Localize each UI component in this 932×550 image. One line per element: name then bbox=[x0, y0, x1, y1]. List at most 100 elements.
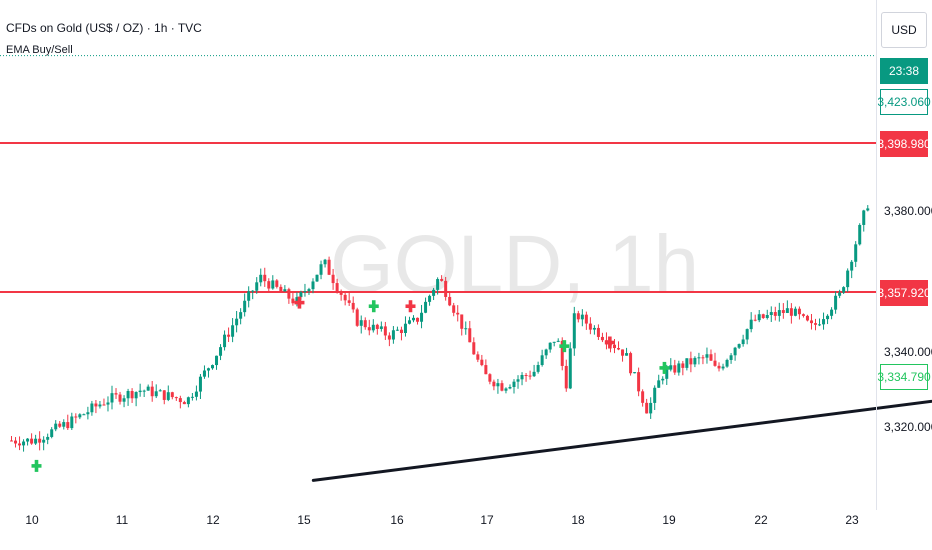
candle-body bbox=[544, 349, 548, 356]
price-tick-3320: 3,320.000 bbox=[884, 420, 932, 434]
symbol-title[interactable]: CFDs on Gold (US$ / OZ) · 1h · TVC bbox=[6, 21, 202, 35]
candle-body bbox=[327, 259, 331, 275]
support-trendline bbox=[311, 399, 932, 482]
candle-body bbox=[592, 327, 596, 330]
candle-body bbox=[307, 289, 311, 292]
candle-body bbox=[30, 438, 34, 444]
candle-body bbox=[275, 280, 279, 287]
candle-body bbox=[564, 365, 568, 389]
candle-body bbox=[701, 357, 705, 359]
candle-body bbox=[420, 312, 424, 322]
candle-body bbox=[540, 355, 544, 366]
candle-body bbox=[46, 436, 50, 440]
candle-body bbox=[243, 300, 247, 313]
candlestick-series bbox=[10, 205, 870, 452]
candle-body bbox=[629, 353, 633, 374]
candle-body bbox=[725, 359, 729, 367]
candle-body bbox=[653, 387, 657, 403]
candle-body bbox=[693, 357, 697, 365]
candle-body bbox=[858, 224, 862, 245]
candle-body bbox=[359, 320, 363, 326]
candle-body bbox=[689, 358, 693, 365]
candle-body bbox=[150, 386, 154, 397]
candle-body bbox=[516, 379, 520, 382]
candle-body bbox=[186, 397, 190, 405]
candle-body bbox=[846, 270, 850, 288]
candle-body bbox=[22, 441, 26, 446]
candle-body bbox=[375, 324, 379, 329]
candle-body bbox=[339, 291, 343, 295]
candle-body bbox=[673, 365, 677, 373]
ema-signals bbox=[31, 296, 670, 472]
candle-body bbox=[584, 314, 588, 324]
candle-body bbox=[801, 314, 805, 316]
candle-body bbox=[781, 310, 785, 313]
candle-body bbox=[110, 393, 114, 403]
candle-body bbox=[26, 438, 30, 442]
candle-body bbox=[657, 380, 661, 388]
trendlines[interactable] bbox=[311, 190, 932, 482]
price-tick-3340: 3,340.000 bbox=[884, 345, 932, 359]
buy-signal-marker bbox=[31, 464, 42, 468]
candle-body bbox=[194, 391, 198, 397]
candle-body bbox=[182, 402, 186, 405]
candle-body bbox=[311, 281, 315, 290]
candle-body bbox=[830, 309, 834, 316]
candle-body bbox=[118, 394, 122, 402]
candle-body bbox=[114, 393, 118, 395]
candle-body bbox=[733, 347, 737, 356]
candle-body bbox=[552, 341, 556, 343]
candle-body bbox=[287, 289, 291, 299]
candle-body bbox=[379, 326, 383, 329]
candle-body bbox=[645, 402, 649, 414]
time-tick-18: 18 bbox=[571, 513, 585, 527]
candle-body bbox=[789, 308, 793, 316]
candle-body bbox=[444, 280, 448, 297]
buy-signal-marker bbox=[659, 366, 670, 370]
candle-body bbox=[862, 210, 866, 225]
candle-body bbox=[271, 280, 275, 289]
candle-body bbox=[456, 312, 460, 315]
price-scale[interactable] bbox=[876, 0, 932, 510]
candle-body bbox=[106, 402, 110, 405]
candle-body bbox=[267, 281, 271, 289]
candle-body bbox=[580, 314, 584, 320]
candle-body bbox=[231, 325, 235, 337]
candle-body bbox=[842, 287, 846, 293]
candle-body bbox=[122, 398, 126, 402]
candle-body bbox=[633, 372, 637, 374]
sell-signal-marker bbox=[604, 340, 615, 345]
candle-body bbox=[10, 440, 13, 442]
buy-signal-marker bbox=[559, 344, 570, 348]
candle-body bbox=[98, 404, 102, 407]
candle-body bbox=[138, 390, 142, 393]
candle-body bbox=[854, 244, 858, 262]
candle-body bbox=[174, 397, 178, 399]
candle-body bbox=[721, 366, 725, 369]
currency-button[interactable]: USD bbox=[881, 12, 927, 48]
candle-body bbox=[745, 329, 749, 340]
candle-body bbox=[347, 300, 351, 303]
candle-body bbox=[223, 334, 227, 348]
candle-body bbox=[761, 314, 765, 318]
candle-body bbox=[74, 416, 78, 418]
candle-body bbox=[190, 396, 194, 398]
candle-body bbox=[315, 274, 319, 282]
candle-body bbox=[259, 274, 263, 283]
candle-body bbox=[432, 289, 436, 296]
candle-body bbox=[637, 372, 641, 392]
candle-body bbox=[665, 369, 669, 379]
candle-body bbox=[532, 371, 536, 377]
candle-body bbox=[387, 335, 391, 340]
candle-body bbox=[130, 391, 134, 399]
indicator-label[interactable]: EMA Buy/Sell bbox=[6, 44, 73, 56]
candle-body bbox=[460, 314, 464, 329]
candle-body bbox=[641, 391, 645, 403]
candle-body bbox=[291, 298, 295, 304]
candle-body bbox=[661, 378, 665, 381]
candle-body bbox=[484, 365, 488, 375]
candle-body bbox=[681, 363, 685, 368]
candle-body bbox=[508, 386, 512, 389]
candle-body bbox=[536, 365, 540, 372]
